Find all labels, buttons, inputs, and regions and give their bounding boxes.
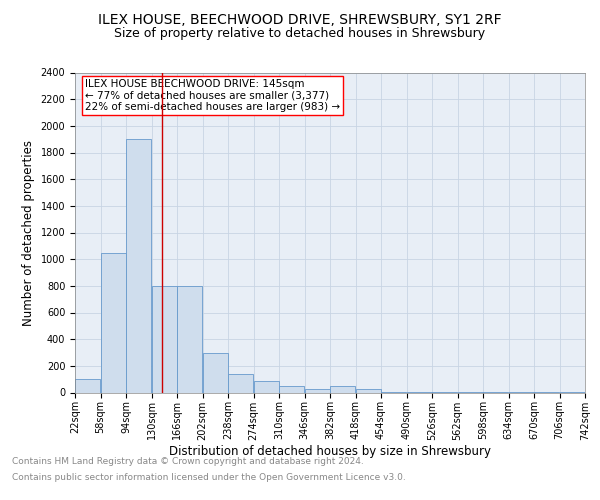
- Bar: [356, 388, 381, 392]
- Bar: [330, 386, 355, 392]
- X-axis label: Distribution of detached houses by size in Shrewsbury: Distribution of detached houses by size …: [169, 445, 491, 458]
- Text: Size of property relative to detached houses in Shrewsbury: Size of property relative to detached ho…: [115, 28, 485, 40]
- Bar: [101, 252, 126, 392]
- Bar: [203, 352, 228, 393]
- Bar: [305, 388, 330, 392]
- Bar: [75, 379, 100, 392]
- Bar: [254, 380, 279, 392]
- Y-axis label: Number of detached properties: Number of detached properties: [22, 140, 35, 326]
- Text: Contains HM Land Registry data © Crown copyright and database right 2024.: Contains HM Land Registry data © Crown c…: [12, 458, 364, 466]
- Text: ILEX HOUSE, BEECHWOOD DRIVE, SHREWSBURY, SY1 2RF: ILEX HOUSE, BEECHWOOD DRIVE, SHREWSBURY,…: [98, 12, 502, 26]
- Bar: [177, 286, 202, 393]
- Bar: [126, 139, 151, 392]
- Bar: [279, 386, 304, 392]
- Text: ILEX HOUSE BEECHWOOD DRIVE: 145sqm
← 77% of detached houses are smaller (3,377)
: ILEX HOUSE BEECHWOOD DRIVE: 145sqm ← 77%…: [85, 79, 340, 112]
- Bar: [152, 286, 177, 393]
- Text: Contains public sector information licensed under the Open Government Licence v3: Contains public sector information licen…: [12, 472, 406, 482]
- Bar: [228, 374, 253, 392]
